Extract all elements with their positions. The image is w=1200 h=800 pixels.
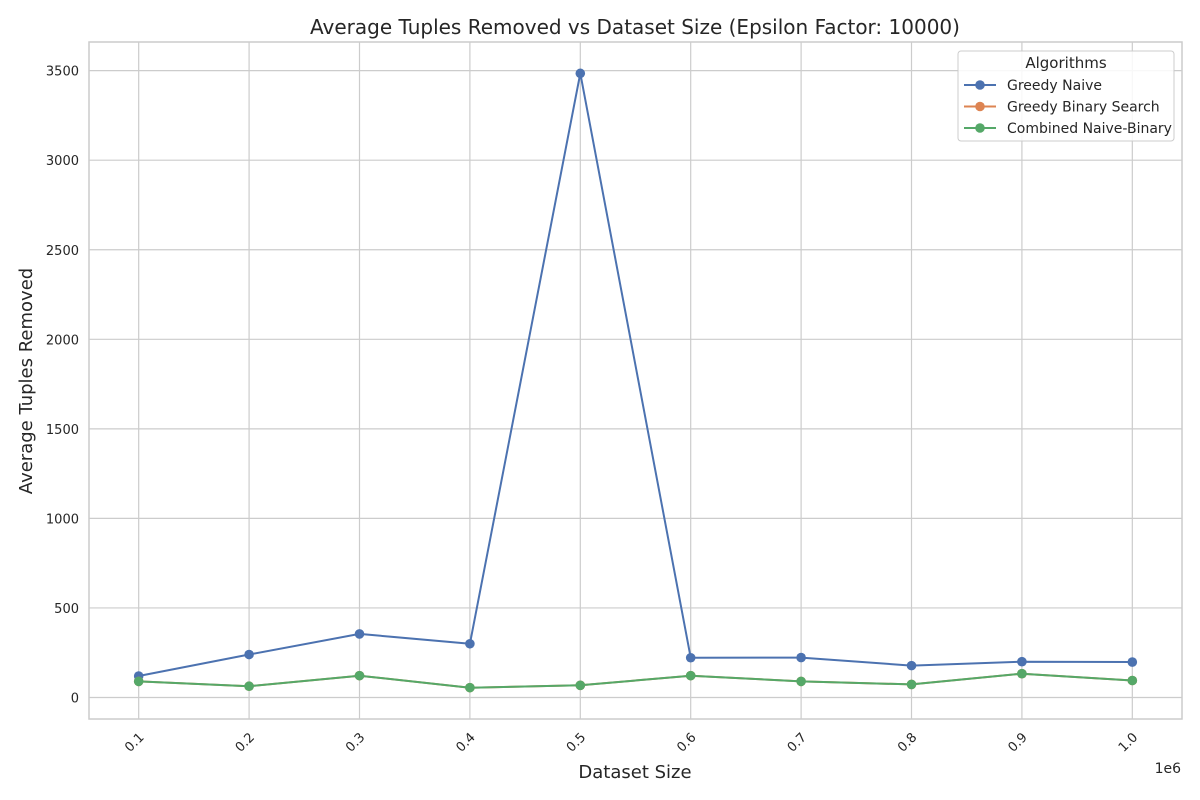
legend-item: Combined Naive-Binary (964, 121, 1172, 137)
legend-marker (975, 123, 985, 133)
legend: Algorithms Greedy Naive Greedy Binary Sea… (957, 50, 1175, 142)
y-tick-label: 1000 (46, 512, 79, 527)
data-point (575, 68, 586, 79)
x-tick-label: 0.6 (674, 730, 699, 755)
data-point (1127, 657, 1138, 667)
series-combined-naive-binary (133, 668, 1138, 693)
data-point (796, 652, 806, 663)
legend-label: Combined Naive-Binary (1007, 121, 1172, 137)
data-point (1017, 656, 1027, 667)
data-point (1017, 668, 1027, 679)
data-point (685, 670, 696, 681)
y-axis-label: Average Tuples Removed (16, 268, 37, 494)
legend-item: Greedy Naive (964, 78, 1102, 94)
x-tick-label: 0.1 (122, 730, 147, 755)
data-point (685, 652, 696, 663)
legend-items: Greedy Naive Greedy Binary Search Combined… (964, 78, 1172, 137)
data-point (575, 680, 586, 691)
data-point (906, 660, 917, 671)
data-point (354, 629, 365, 639)
y-tick-label: 2500 (46, 244, 79, 259)
legend-label: Greedy Binary Search (1007, 100, 1160, 116)
legend-marker (975, 80, 985, 90)
y-tick-label: 3000 (46, 154, 79, 169)
legend-label: Greedy Naive (1007, 78, 1102, 94)
x-tick-label: 0.8 (895, 730, 920, 755)
data-point (133, 676, 144, 687)
x-tick-label: 0.7 (785, 730, 810, 755)
x-tick-label: 0.5 (564, 730, 589, 755)
y-tick-label: 3500 (46, 65, 79, 80)
y-tick-label: 1500 (46, 423, 79, 438)
y-axis-ticks: 0 500 1000 1500 2000 2500 3000 3500 (46, 65, 79, 707)
x-axis-offset-text: 1e6 (1155, 761, 1182, 777)
x-tick-label: 1.0 (1116, 730, 1141, 755)
legend-marker (975, 101, 985, 112)
data-point (1127, 675, 1138, 686)
plot-frame (88, 41, 1183, 720)
y-tick-label: 500 (54, 602, 79, 617)
x-tick-label: 0.4 (453, 730, 478, 755)
data-point (244, 681, 254, 692)
legend-box (957, 50, 1175, 142)
data-point (796, 676, 806, 687)
legend-title: Algorithms (1025, 54, 1106, 72)
data-point (465, 682, 475, 693)
data-point (906, 679, 917, 690)
data-point (354, 670, 365, 681)
y-tick-label: 2000 (46, 333, 79, 348)
x-tick-label: 0.9 (1006, 730, 1031, 755)
chart-title: Average Tuples Removed vs Dataset Size (… (310, 15, 960, 39)
series-group (133, 68, 1138, 693)
x-tick-label: 0.2 (233, 730, 258, 755)
grid (89, 42, 1182, 719)
data-point (465, 638, 475, 649)
x-axis-label: Dataset Size (578, 762, 691, 783)
x-axis-ticks: 0.1 0.2 0.3 0.4 0.5 0.6 0.7 0.8 0.9 1.0 (122, 730, 1141, 755)
y-tick-label: 0 (71, 692, 79, 707)
data-point (244, 649, 254, 660)
series-line (138, 72, 1133, 677)
series-line (138, 672, 1133, 689)
legend-item: Greedy Binary Search (964, 100, 1160, 116)
series-greedy-naive (133, 68, 1138, 681)
x-tick-label: 0.3 (343, 730, 368, 755)
